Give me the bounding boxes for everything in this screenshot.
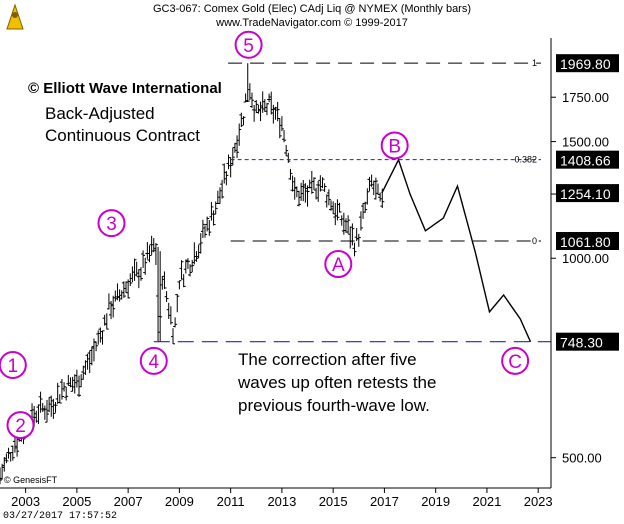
- wave-label: A: [332, 255, 345, 276]
- fib-ratio-label: 0.382: [514, 155, 537, 165]
- forecast-path: [381, 157, 532, 343]
- price-tag-label: 1408.66: [560, 153, 611, 169]
- x-tick-label: 2003: [11, 494, 40, 509]
- wave-label: 5: [243, 36, 254, 57]
- price-tag: [556, 332, 619, 351]
- price-tag: [556, 150, 619, 169]
- price-tag-label: 1254.10: [560, 186, 611, 202]
- chart-source: www.TradeNavigator.com © 1999-2017: [216, 17, 408, 29]
- price-tag: [556, 54, 619, 73]
- x-tick-label: 2005: [62, 494, 91, 509]
- price-tag-label: 748.30: [560, 335, 603, 351]
- x-tick-label: 2019: [421, 494, 450, 509]
- x-tick-label: 2021: [472, 494, 501, 509]
- note-line-1: The correction after five: [238, 350, 417, 369]
- y-tick-label: 500.00: [562, 451, 602, 466]
- wave-label: 4: [148, 352, 159, 373]
- wave-label-circle: [234, 30, 263, 59]
- wave-label-circle: [380, 131, 409, 160]
- genesis-credit: © GenesisFT: [4, 475, 58, 485]
- x-tick-label: 2007: [114, 494, 143, 509]
- x-tick-label: 2011: [217, 494, 245, 509]
- monthly-bars: [0, 63, 385, 485]
- x-tick-label: 2017: [370, 494, 399, 509]
- price-tag: [556, 184, 619, 203]
- y-tick-label: 1750.00: [562, 90, 609, 105]
- bull-and-bear-icon: [6, 3, 24, 30]
- x-tick-label: 2023: [524, 494, 553, 509]
- fib-ratio-label: 0: [532, 236, 537, 246]
- wave-label: C: [508, 352, 522, 373]
- wave-label: 2: [15, 416, 26, 437]
- wave-label-circle: [6, 411, 35, 440]
- wave-labels: 1 2 3 4 5 A B C: [0, 30, 530, 440]
- wave-label-circle: [139, 346, 168, 375]
- wave-label: B: [388, 136, 401, 157]
- price-tag: [556, 231, 619, 250]
- note-line-3: previous fourth-wave low.: [238, 396, 430, 415]
- contract-label-2: Continuous Contract: [45, 126, 200, 145]
- y-tick-label: 1000.00: [562, 251, 609, 266]
- x-tick-label: 2009: [165, 494, 194, 509]
- ewi-copyright: © Elliott Wave International: [28, 80, 222, 97]
- timestamp: 03/27/2017 17:57:52: [3, 511, 118, 522]
- wave-label-circle: [0, 351, 27, 380]
- chart-title: GC3-067: Comex Gold (Elec) CAdj Liq @ NY…: [152, 3, 472, 15]
- wave-label: 1: [8, 356, 19, 377]
- contract-label-1: Back-Adjusted: [45, 104, 155, 123]
- note-line-2: waves up often retests the: [238, 373, 437, 392]
- fib-ratio-label: 1: [532, 58, 537, 68]
- price-tag-label: 1061.80: [560, 234, 611, 250]
- x-tick-label: 2013: [267, 494, 296, 509]
- reference-lines: 1 0.382 0: [153, 58, 551, 343]
- wave-label-circle: [324, 250, 353, 279]
- x-tick-label: 2015: [319, 494, 348, 509]
- axes: 2003 2005 2007 2009 2011 2013 2015 2017 2019 2021…: [0, 38, 619, 509]
- price-tag-label: 1969.80: [560, 56, 611, 72]
- y-tick-label: 1500.00: [562, 135, 609, 150]
- wave-label-circle: [501, 346, 530, 375]
- wave-label: 3: [106, 214, 117, 235]
- wave-label-circle: [97, 209, 126, 238]
